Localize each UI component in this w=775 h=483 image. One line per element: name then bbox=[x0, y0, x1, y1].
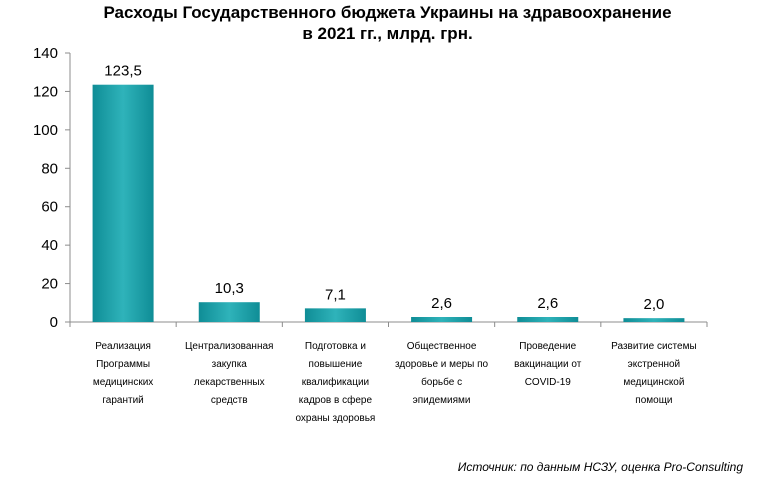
category-label-line: Реализация bbox=[95, 341, 151, 352]
chart-title-line-2: в 2021 гг., млрд. грн. bbox=[302, 24, 473, 43]
bar bbox=[517, 317, 579, 322]
data-label: 10,3 bbox=[215, 280, 244, 297]
y-tick-label: 100 bbox=[33, 122, 58, 139]
chart-title-line-1: Расходы Государственного бюджета Украины… bbox=[103, 3, 672, 22]
category-label-line: Проведение bbox=[519, 341, 577, 352]
category-label-line: повышение bbox=[308, 359, 363, 370]
bar bbox=[411, 317, 473, 322]
category-label-line: кадров в сфере bbox=[298, 395, 373, 406]
data-label: 2,6 bbox=[537, 295, 558, 312]
category-label: Развитие системы экстренной медицинской пом… bbox=[594, 338, 714, 410]
category-label-line: квалификации bbox=[301, 377, 370, 388]
y-tick-label: 120 bbox=[33, 83, 58, 100]
y-tick-label: 20 bbox=[41, 276, 58, 293]
category-label-line: закупка bbox=[211, 359, 247, 370]
category-label-line: Централизованная bbox=[185, 341, 274, 352]
category-label-line: лекарственных bbox=[193, 377, 265, 388]
y-tick-label: 0 bbox=[50, 314, 58, 331]
bar bbox=[198, 302, 260, 322]
category-label-line: Общественное bbox=[406, 341, 477, 352]
data-label: 2,6 bbox=[431, 295, 452, 312]
y-tick-label: 40 bbox=[41, 237, 58, 254]
y-tick-label: 80 bbox=[41, 160, 58, 177]
bar bbox=[623, 318, 685, 322]
category-label-line: охраны здоровья bbox=[295, 413, 376, 424]
chart-title: Расходы Государственного бюджета Украины… bbox=[0, 2, 775, 44]
category-label-line: медицинской bbox=[623, 377, 685, 388]
y-tick-label: 60 bbox=[41, 199, 58, 216]
category-label: Подготовка и повышение квалификации кадров … bbox=[275, 338, 395, 428]
category-label-line: средств bbox=[210, 395, 248, 406]
category-label: Централизованная закупка лекарственных сред… bbox=[169, 338, 289, 410]
category-label: Проведение вакцинации от COVID-19 bbox=[488, 338, 608, 392]
category-label: Реализация Программы медицинских гарантий bbox=[63, 338, 183, 410]
bar bbox=[304, 308, 366, 322]
category-label-line: медицинских bbox=[92, 377, 154, 388]
category-label-line: гарантий bbox=[102, 395, 144, 406]
category-label-line: Развитие системы bbox=[611, 341, 697, 352]
category-label-line: экстренной bbox=[627, 359, 681, 370]
data-label: 2,0 bbox=[643, 296, 664, 313]
category-label-line: помощи bbox=[635, 395, 673, 406]
bar bbox=[92, 84, 154, 322]
category-label-line: COVID-19 bbox=[524, 377, 571, 388]
data-label: 123,5 bbox=[104, 63, 142, 80]
category-label-line: Программы bbox=[96, 359, 151, 370]
category-label-line: Подготовка и bbox=[304, 341, 366, 352]
y-tick-label: 140 bbox=[33, 45, 58, 62]
category-label: Общественное здоровье и меры по борьбе с эп… bbox=[382, 338, 502, 410]
data-label: 7,1 bbox=[325, 286, 346, 303]
category-label-line: борьбе с bbox=[421, 377, 463, 388]
category-label-line: эпидемиями bbox=[412, 395, 471, 406]
source-note: Источник: по данным НСЗУ, оценка Pro-Con… bbox=[457, 460, 743, 474]
category-label-line: вакцинации от bbox=[514, 359, 582, 370]
category-label-line: здоровье и меры по bbox=[395, 359, 489, 370]
